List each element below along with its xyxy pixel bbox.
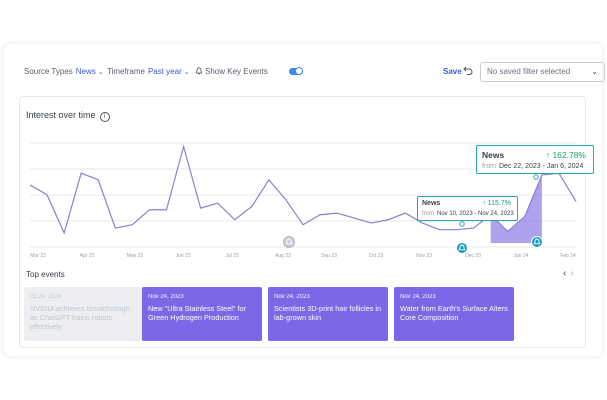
bell-icon xyxy=(285,238,293,245)
tooltip-large-source: News xyxy=(482,150,505,160)
show-key-events-label: Show Key Events xyxy=(205,67,268,76)
tooltip-small-source: News xyxy=(422,200,441,207)
highlight-point[interactable] xyxy=(533,174,539,180)
chart-title-row: Interest over time i xyxy=(26,110,110,122)
x-tick-label: Oct 23 xyxy=(369,253,384,259)
event-marker-icon[interactable] xyxy=(531,236,543,248)
tooltip-small-change-value: 115.7% xyxy=(487,200,511,207)
bell-icon xyxy=(458,244,466,251)
chart-title: Interest over time xyxy=(26,110,96,120)
event-card[interactable]: Nov 24, 2023 New "Ultra Stainless Steel"… xyxy=(142,287,262,341)
event-title: New "Ultra Stainless Steel" for Green Hy… xyxy=(148,304,247,322)
filter-bar: Source Types News ⌄ Timeframe Past year ⌄ Sh… xyxy=(24,62,607,83)
x-tick-label: Jul 23 xyxy=(225,253,239,259)
timeframe-label: Timeframe xyxy=(107,67,145,76)
x-tick-label: Sep 23 xyxy=(321,253,337,259)
x-tick-label: Dec 23 xyxy=(465,253,481,259)
x-tick-label: May 23 xyxy=(127,253,144,259)
events-nav: ‹› xyxy=(563,268,578,279)
bell-icon xyxy=(533,238,541,245)
x-tick-label: Nov 23 xyxy=(416,253,432,259)
x-tick-label: Apr 23 xyxy=(80,253,95,259)
event-title: Scientists 3D-print hair follicles in la… xyxy=(274,304,382,322)
source-types-filter[interactable]: Source Types News ⌄ xyxy=(24,67,104,76)
tooltip-small: News ↑ 115.7% from Nov 10, 2023 - Nov 24,… xyxy=(417,196,518,221)
highlight-area xyxy=(490,174,542,243)
timeframe-filter[interactable]: Timeframe Past year ⌄ xyxy=(107,67,190,76)
event-date: Nov 24, 2023 xyxy=(274,294,310,300)
tooltip-small-range: Nov 10, 2023 - Nov 24, 2023 xyxy=(437,211,514,217)
tooltip-large-from: from xyxy=(482,163,496,170)
tooltip-small-from: from xyxy=(422,211,434,217)
x-tick-label: Feb 24 xyxy=(560,253,576,259)
tooltip-large-change: ↑ 162.78% xyxy=(545,150,586,160)
chevron-down-icon: ⌄ xyxy=(183,69,190,76)
chevron-right-icon[interactable]: › xyxy=(570,268,578,279)
event-marker-icon[interactable] xyxy=(456,242,468,254)
undo-icon[interactable] xyxy=(463,65,473,75)
event-title: NVIDIA achieves breakthrough as ChatGPT … xyxy=(30,304,130,331)
tooltip-small-range-row: from Nov 10, 2023 - Nov 24, 2023 xyxy=(422,211,514,217)
event-markers xyxy=(283,174,543,254)
event-marker-icon[interactable] xyxy=(283,236,295,248)
tooltip-large: News ↑ 162.78% from Dec 22, 2023 - Jan 6,… xyxy=(476,145,594,174)
event-title: Water from Earth's Surface Alters Core C… xyxy=(400,304,508,322)
timeframe-value: Past year xyxy=(147,67,182,76)
chevron-left-icon[interactable]: ‹ xyxy=(563,268,571,279)
event-date: Nov 24, 2023 xyxy=(148,294,184,300)
event-card[interactable]: 02.24, 2024 NVIDIA achieves breakthrough… xyxy=(24,287,144,341)
tooltip-large-range-row: from Dec 22, 2023 - Jan 6, 2024 xyxy=(482,163,583,170)
key-events-toggle[interactable] xyxy=(289,67,303,75)
info-icon[interactable]: i xyxy=(99,112,110,122)
event-date: Nov 24, 2023 xyxy=(400,294,436,300)
x-axis-ticks: Mar 23 Apr 23 May 23 Jun 23 Jul 23 Aug 23 Sep … xyxy=(30,253,576,259)
x-tick-label: Mar 23 xyxy=(30,253,46,259)
event-date: 02.24, 2024 xyxy=(30,294,62,300)
source-types-label: Source Types xyxy=(24,67,73,76)
tooltip-large-range: Dec 22, 2023 - Jan 6, 2024 xyxy=(499,163,584,170)
source-types-value: News xyxy=(75,67,96,76)
highlight-point[interactable] xyxy=(459,221,465,227)
tooltip-large-change-value: 162.78% xyxy=(552,150,586,160)
chevron-down-icon: ⌄ xyxy=(97,69,104,76)
saved-filter-select[interactable]: No saved filter selected ⌄ xyxy=(480,62,605,82)
chevron-down-icon: ⌄ xyxy=(591,67,598,76)
bell-icon xyxy=(195,67,203,75)
show-key-events[interactable]: Show Key Events xyxy=(195,67,268,76)
event-card[interactable]: Nov 24, 2023 Water from Earth's Surface … xyxy=(394,287,514,341)
x-tick-label: Jun 23 xyxy=(175,253,190,259)
x-tick-label: Aug 23 xyxy=(275,253,291,259)
save-button[interactable]: Save xyxy=(443,67,462,76)
tooltip-small-change: ↑ 115.7% xyxy=(482,200,511,207)
saved-filter-placeholder: No saved filter selected xyxy=(487,67,571,76)
top-events-heading: Top events xyxy=(26,270,65,279)
event-card[interactable]: Nov 24, 2023 Scientists 3D-print hair fo… xyxy=(268,287,388,341)
x-tick-label: Jan 24 xyxy=(513,253,528,259)
